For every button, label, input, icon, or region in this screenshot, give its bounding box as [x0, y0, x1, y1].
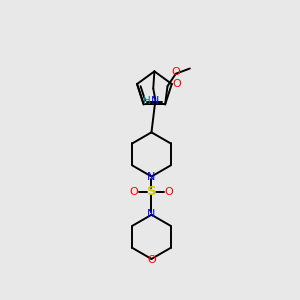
Text: O: O — [171, 67, 180, 77]
Text: N: N — [147, 209, 156, 219]
Text: O: O — [147, 254, 156, 265]
Text: N: N — [151, 96, 160, 106]
Text: O: O — [173, 79, 182, 89]
Text: H: H — [143, 96, 151, 106]
Text: N: N — [147, 172, 156, 182]
Text: O: O — [164, 187, 173, 197]
Text: S: S — [147, 185, 156, 198]
Text: O: O — [130, 187, 139, 197]
